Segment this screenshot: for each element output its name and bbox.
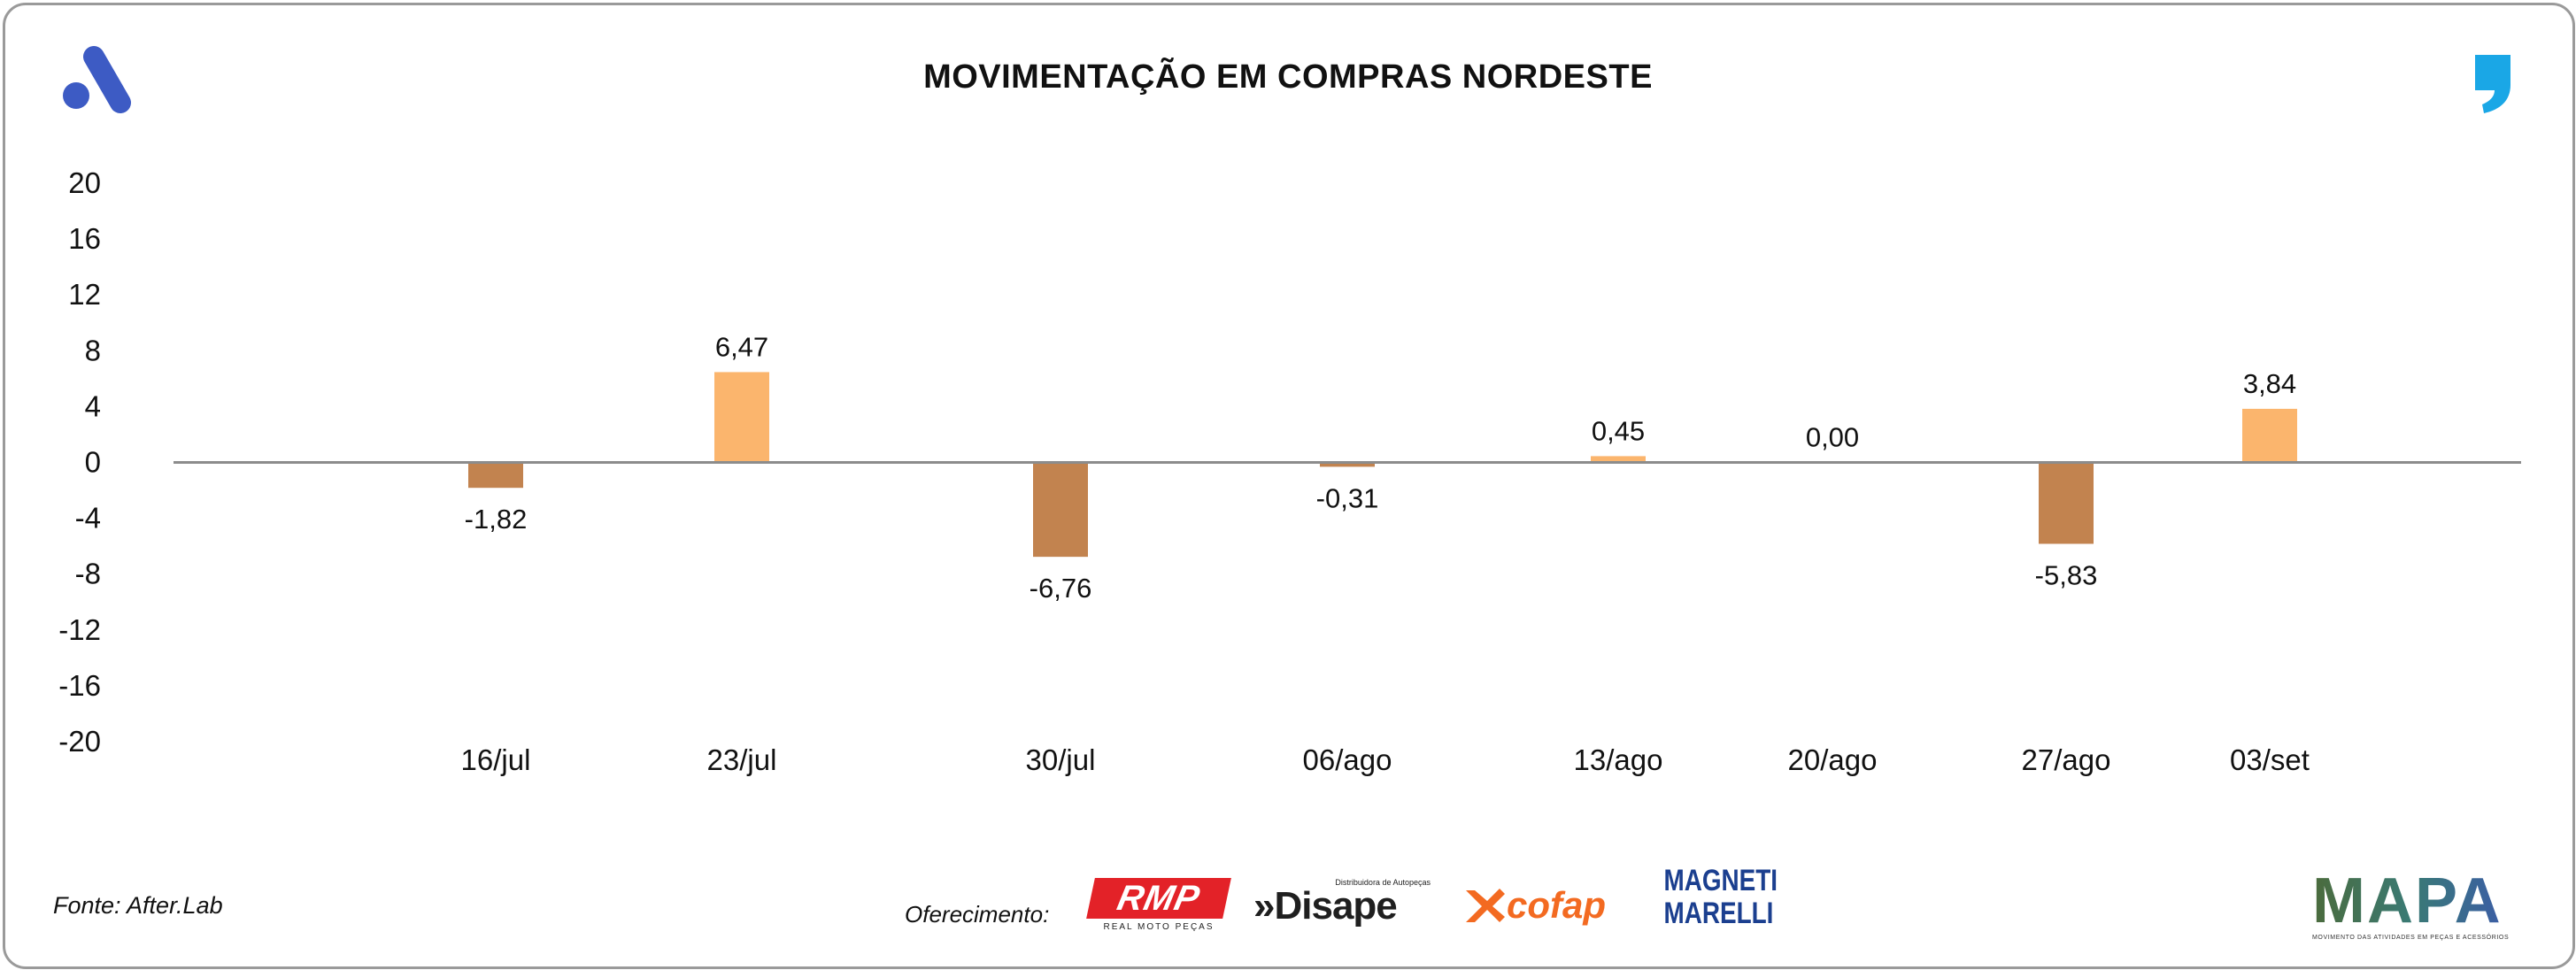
mapa-logo: MAPA MOVIMENTO DAS ATIVIDADES EM PEÇAS E… <box>2312 869 2509 941</box>
chart-title: MOVIMENTAÇÃO EM COMPRAS NORDESTE <box>923 58 1653 96</box>
y-tick-label: 16 <box>68 222 101 255</box>
sponsor-magneti-marelli-logo: MAGNETI MARELLI <box>1652 864 1785 935</box>
bar-chart: 20 16 12 8 4 0 -4 -8 -12 -16 -20 -1,82 6,47 -6,76 -0,… <box>58 166 2521 776</box>
y-tick-label: 0 <box>85 446 101 479</box>
disape-subtitle: Distribuidora de Autopeças <box>1335 878 1431 887</box>
y-tick-label: -4 <box>75 502 101 535</box>
x-tick-label: 06/ago <box>1303 743 1392 776</box>
magneti-line2: MARELLI <box>1663 897 1774 930</box>
mapa-wordmark: MAPA <box>2312 869 2509 933</box>
bar <box>1320 462 1375 467</box>
sponsor-disape-logo: Distribuidora de Autopeças »Disape <box>1253 878 1431 935</box>
comma-logo-icon <box>2475 55 2510 113</box>
cofap-wordmark: cofap <box>1507 884 1607 926</box>
sponsor-rmp-logo: RMP REAL MOTO PEÇAS <box>1086 878 1231 935</box>
y-tick-label: 8 <box>85 334 101 366</box>
bar <box>1591 456 1646 463</box>
x-tick-label: 13/ago <box>1574 743 1663 776</box>
x-tick-label: 16/jul <box>461 743 531 776</box>
y-tick-label: -16 <box>58 669 101 702</box>
x-tick-label: 20/ago <box>1788 743 1878 776</box>
bar-value-label: 0,00 <box>1806 422 1859 453</box>
bar-value-label: -1,82 <box>465 504 528 535</box>
bar <box>2039 462 2094 544</box>
y-tick-label: -12 <box>58 613 101 646</box>
sponsor-cofap-logo: cofap <box>1461 885 1634 928</box>
cofap-mark-icon <box>1466 889 1505 922</box>
bar <box>1033 462 1088 558</box>
y-tick-label: 12 <box>68 278 101 311</box>
brand-logo-icon <box>63 46 131 113</box>
bar-value-label: 3,84 <box>2243 368 2296 399</box>
sponsor-label: Oferecimento: <box>905 901 1050 928</box>
rmp-subtitle: REAL MOTO PEÇAS <box>1103 922 1215 932</box>
y-tick-label: -20 <box>58 725 101 758</box>
bar <box>468 462 523 489</box>
x-tick-label: 03/set <box>2230 743 2310 776</box>
value-labels: -1,82 6,47 -6,76 -0,31 0,45 0,00 -5,83 3,84 <box>465 331 2297 604</box>
x-tick-label: 23/jul <box>707 743 777 776</box>
bar-value-label: 0,45 <box>1592 415 1645 446</box>
source-note: Fonte: After.Lab <box>53 892 223 919</box>
x-tick-label: 27/ago <box>2022 743 2111 776</box>
x-tick-label: 30/jul <box>1026 743 1096 776</box>
mapa-subtitle: MOVIMENTO DAS ATIVIDADES EM PEÇAS E ACES… <box>2312 935 2510 941</box>
y-axis-ticks: 20 16 12 8 4 0 -4 -8 -12 -16 -20 <box>58 166 101 758</box>
bar <box>714 372 769 463</box>
y-tick-label: 4 <box>85 389 101 422</box>
chart-card <box>3 3 2575 969</box>
disape-wordmark: »Disape <box>1253 884 1398 928</box>
rmp-wordmark: RMP <box>1086 878 1231 919</box>
y-tick-label: -8 <box>75 558 101 590</box>
x-axis-labels: 16/jul 23/jul 30/jul 06/ago 13/ago 20/ago 27/a… <box>461 743 2310 776</box>
bar <box>2242 408 2297 463</box>
y-tick-label: 20 <box>68 166 101 199</box>
magneti-line1: MAGNETI <box>1663 864 1778 897</box>
bars <box>468 372 2297 558</box>
bar-value-label: -6,76 <box>1030 573 1092 604</box>
bar-value-label: -5,83 <box>2035 559 2098 590</box>
bar-value-label: -0,31 <box>1316 482 1379 513</box>
bar-value-label: 6,47 <box>715 331 768 362</box>
